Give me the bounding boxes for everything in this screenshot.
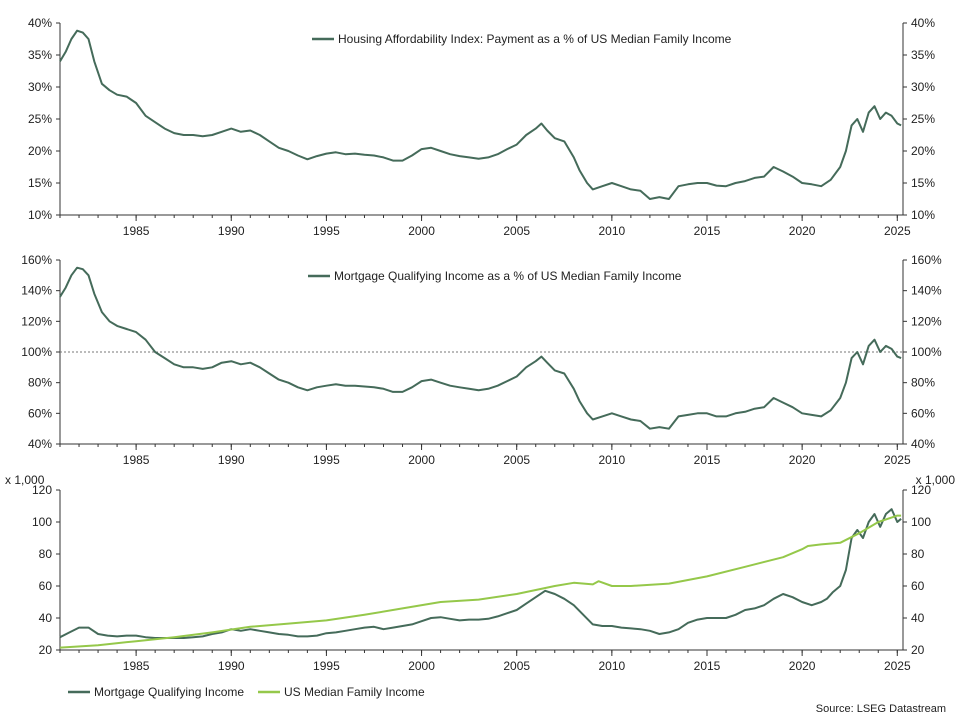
- y-tick-label-left: 40: [39, 611, 53, 625]
- x-tick-label: 1985: [123, 659, 150, 673]
- y-tick-label-right: 60: [911, 579, 925, 593]
- y-tick-label-right: 35%: [911, 48, 935, 62]
- x-tick-label: 1995: [313, 659, 340, 673]
- y-tick-label-right: 60%: [911, 406, 935, 420]
- y-tick-label-right: 160%: [911, 253, 942, 267]
- x-tick-label: 2010: [598, 659, 625, 673]
- y-tick-label-right: 10%: [911, 208, 935, 222]
- y-tick-label-right: 25%: [911, 112, 935, 126]
- x-tick-label: 2000: [408, 224, 435, 238]
- x-tick-label: 2000: [408, 659, 435, 673]
- y-tick-label-right: 80: [911, 547, 925, 561]
- legend-label: Housing Affordability Index: Payment as …: [338, 32, 732, 46]
- y-tick-label-left: 140%: [21, 284, 52, 298]
- y-tick-label-left: 40%: [28, 437, 52, 451]
- source-note: Source: LSEG Datastream: [815, 703, 946, 715]
- y-tick-label-left: 120%: [21, 314, 52, 328]
- x-tick-label: 2020: [789, 224, 816, 238]
- y-tick-label-right: 100%: [911, 345, 942, 359]
- y-tick-label-left: 60: [39, 579, 53, 593]
- chart-panel-2: 40% 40% 60% 60% 80% 80% 100% 100% 120% 120% 140% 14…: [21, 253, 942, 467]
- legend-label: Mortgage Qualifying Income as a % of US …: [334, 269, 682, 283]
- x-tick-label: 1990: [218, 224, 245, 238]
- x-tick-label: 2000: [408, 453, 435, 467]
- x-tick-label: 2005: [503, 224, 530, 238]
- y-tick-label-right: 15%: [911, 176, 935, 190]
- y-unit-label-left: x 1,000: [5, 473, 45, 487]
- y-tick-label-right: 40%: [911, 16, 935, 30]
- y-tick-label-left: 60%: [28, 406, 52, 420]
- y-tick-label-right: 80%: [911, 376, 935, 390]
- y-tick-label-right: 20%: [911, 144, 935, 158]
- y-tick-label-right: 140%: [911, 284, 942, 298]
- series-line-1: [59, 508, 902, 639]
- chart-panel-1: 10% 10% 15% 15% 20% 20% 25% 25% 30% 30% 35% 35% 40% 4…: [28, 16, 935, 238]
- x-tick-label: 2020: [789, 453, 816, 467]
- y-tick-label-left: 20%: [28, 144, 52, 158]
- y-tick-label-left: 120: [32, 483, 52, 497]
- x-tick-label: 2025: [884, 224, 911, 238]
- y-tick-label-left: 30%: [28, 80, 52, 94]
- y-tick-label-right: 40%: [911, 437, 935, 451]
- x-tick-label: 1990: [218, 453, 245, 467]
- y-tick-label-left: 15%: [28, 176, 52, 190]
- y-tick-label-left: 35%: [28, 48, 52, 62]
- x-tick-label: 1985: [123, 224, 150, 238]
- y-tick-label-left: 80: [39, 547, 53, 561]
- y-tick-label-right: 40: [911, 611, 925, 625]
- y-tick-label-right: 120: [911, 483, 931, 497]
- x-tick-label: 2005: [503, 453, 530, 467]
- y-tick-label-right: 120%: [911, 314, 942, 328]
- x-tick-label: 2015: [694, 453, 721, 467]
- series-line-2: [59, 514, 902, 649]
- x-tick-label: 2015: [694, 659, 721, 673]
- x-tick-label: 2020: [789, 659, 816, 673]
- y-tick-label-left: 25%: [28, 112, 52, 126]
- y-tick-label-left: 160%: [21, 253, 52, 267]
- y-tick-label-right: 20: [911, 643, 925, 657]
- x-tick-label: 1985: [123, 453, 150, 467]
- y-tick-label-left: 10%: [28, 208, 52, 222]
- legend-label: US Median Family Income: [284, 685, 425, 699]
- y-tick-label-right: 100: [911, 515, 931, 529]
- x-tick-label: 1990: [218, 659, 245, 673]
- x-tick-label: 2005: [503, 659, 530, 673]
- x-tick-label: 1995: [313, 453, 340, 467]
- y-tick-label-left: 40%: [28, 16, 52, 30]
- x-tick-label: 1995: [313, 224, 340, 238]
- y-tick-label-left: 20: [39, 643, 53, 657]
- x-tick-label: 2010: [598, 453, 625, 467]
- y-tick-label-left: 80%: [28, 376, 52, 390]
- y-tick-label-right: 30%: [911, 80, 935, 94]
- x-tick-label: 2025: [884, 659, 911, 673]
- x-tick-label: 2025: [884, 453, 911, 467]
- y-tick-label-left: 100: [32, 515, 52, 529]
- series-line-1: [59, 29, 902, 200]
- y-tick-label-left: 100%: [21, 345, 52, 359]
- y-unit-label-right: x 1,000: [916, 473, 956, 487]
- legend-label: Mortgage Qualifying Income: [94, 685, 244, 699]
- x-tick-label: 2010: [598, 224, 625, 238]
- series-line-1: [59, 266, 902, 430]
- x-tick-label: 2015: [694, 224, 721, 238]
